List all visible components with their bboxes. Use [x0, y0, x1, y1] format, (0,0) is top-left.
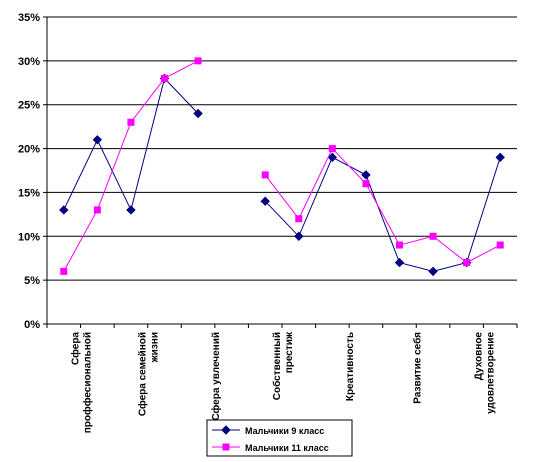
data-point: [328, 145, 336, 153]
data-point: [60, 267, 68, 275]
data-point: [294, 231, 304, 241]
data-point: [93, 206, 101, 214]
y-axis-ticks: 0% 5% 10% 15% 20% 25% 30% 35%: [18, 12, 47, 331]
legend-label: Мальчики 9 класс: [245, 426, 324, 436]
data-point: [161, 74, 168, 82]
legend-marker: [222, 443, 230, 451]
legend-box: [206, 419, 353, 457]
category-label: Развитие себя: [411, 332, 423, 404]
category-label: престиж: [284, 331, 295, 373]
category-label: Духовное: [473, 332, 484, 381]
series-lines: [59, 57, 505, 277]
series-line: [264, 156, 501, 272]
data-point: [362, 180, 370, 188]
y-tick-label: 0%: [24, 319, 40, 331]
y-tick-label: 15%: [18, 187, 40, 199]
series-2: [60, 57, 504, 275]
category-label: удовлетворение: [485, 332, 496, 414]
axes: [46, 17, 518, 328]
data-point: [127, 118, 135, 126]
data-point: [396, 241, 403, 249]
category-label: Креативность: [345, 332, 356, 401]
legend-label: Мальчики 11 класс: [245, 443, 329, 453]
y-tick-label: 5%: [24, 275, 40, 287]
data-point: [428, 266, 438, 277]
data-point: [59, 205, 69, 215]
data-point: [295, 215, 303, 223]
data-point: [361, 170, 371, 180]
data-point: [92, 135, 103, 145]
category-label: жизни: [150, 332, 161, 363]
y-tick-label: 25%: [18, 100, 40, 112]
data-point: [495, 152, 505, 163]
legend-marker: [221, 425, 231, 435]
series-line: [264, 147, 501, 264]
y-tick-label: 30%: [18, 56, 40, 68]
series-line: [63, 77, 199, 212]
category-label: Собственный: [271, 332, 283, 400]
data-point: [126, 205, 136, 215]
data-point: [327, 152, 338, 163]
category-label: Сфера увлечений: [210, 332, 222, 421]
y-tick-label: 35%: [18, 12, 40, 24]
data-point: [496, 241, 504, 249]
data-point: [193, 108, 203, 119]
gridlines: [47, 16, 517, 281]
y-tick-label: 10%: [18, 231, 40, 243]
data-point: [463, 259, 471, 267]
legend: Мальчики 9 класс Мальчики 11 класс: [206, 419, 353, 457]
data-point: [429, 232, 437, 240]
data-point: [394, 257, 405, 268]
data-point: [194, 57, 202, 65]
y-tick-label: 20%: [18, 144, 40, 156]
category-label: проффесиональной: [82, 332, 94, 433]
data-point: [261, 171, 269, 179]
data-point: [260, 196, 270, 206]
x-axis-category-labels: Сфера проффесиональной Сфера семейной жизни…: [70, 331, 497, 433]
category-label: Сфера семейной: [137, 332, 149, 416]
category-label: Сфера: [70, 332, 82, 365]
